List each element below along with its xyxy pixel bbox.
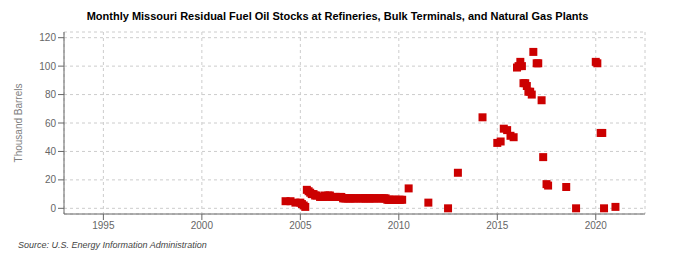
svg-text:100: 100: [39, 61, 56, 72]
svg-text:2015: 2015: [486, 220, 509, 231]
svg-text:1995: 1995: [92, 220, 115, 231]
svg-text:0: 0: [50, 203, 56, 214]
svg-text:2000: 2000: [191, 220, 214, 231]
svg-text:120: 120: [39, 32, 56, 43]
html-text:Source: U.S. Energy Informatio: Source: U.S. Energy Information Administ…: [18, 240, 207, 250]
svg-text:20: 20: [45, 174, 57, 185]
svg-text:2010: 2010: [388, 220, 411, 231]
svg-text:60: 60: [45, 118, 57, 129]
html-text:Monthly Missouri Residual Fuel: Monthly Missouri Residual Fuel Oil Stock…: [86, 10, 589, 22]
svg-text:2020: 2020: [585, 220, 608, 231]
svg-text:2005: 2005: [289, 220, 312, 231]
svg-text:40: 40: [45, 146, 57, 157]
svg-text:80: 80: [45, 89, 57, 100]
svg-text:Thousand Barrels: Thousand Barrels: [13, 84, 24, 163]
